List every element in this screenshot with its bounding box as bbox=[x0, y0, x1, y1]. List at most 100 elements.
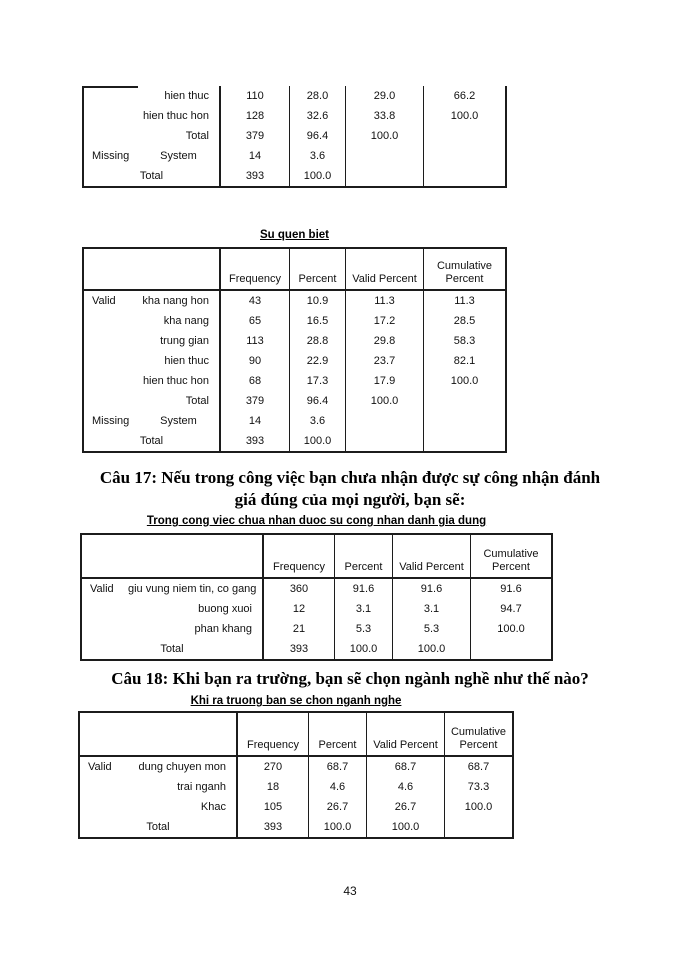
value-cell: 26.7 bbox=[308, 797, 366, 817]
row-group-label bbox=[80, 777, 126, 797]
value-cell: 65 bbox=[248, 315, 262, 327]
question-17-line2: giá đúng của mọi người, bạn sẽ: bbox=[234, 490, 466, 509]
column-header: Frequency bbox=[229, 273, 281, 285]
value-cell: 128 bbox=[245, 110, 265, 122]
table-row: trai nganh 18 4.6 4.6 73.3 bbox=[80, 777, 512, 797]
value-cell: 66.2 bbox=[423, 86, 505, 106]
value-cell: 5.3 bbox=[392, 619, 470, 639]
value-cell: 10.9 bbox=[289, 291, 345, 311]
value-cell bbox=[423, 126, 505, 146]
value-cell: 21 bbox=[292, 623, 306, 635]
frequency-table-su-quen-biet: Frequency Percent Valid Percent Cumulative … bbox=[82, 247, 507, 453]
row-group-label bbox=[84, 391, 138, 411]
value-cell: 68.7 bbox=[366, 757, 444, 777]
value-cell: 360 bbox=[289, 583, 309, 595]
value-cell: 22.9 bbox=[289, 351, 345, 371]
value-cell: 100.0 bbox=[334, 639, 392, 659]
value-cell: 17.2 bbox=[345, 311, 423, 331]
value-cell: 29.8 bbox=[345, 331, 423, 351]
frequency-table-continuation: hien thuc 110 28.0 29.0 66.2 hien thuc hon 128… bbox=[82, 86, 507, 188]
value-cell: 100.0 bbox=[308, 817, 366, 837]
value-cell: 91.6 bbox=[470, 579, 551, 599]
question-17-heading: Câu 17: Nếu trong công việc bạn chưa nhậ… bbox=[0, 467, 700, 511]
value-cell: 3.6 bbox=[289, 411, 345, 431]
table-row: Total 393 100.0 bbox=[84, 431, 505, 451]
value-cell: 17.3 bbox=[289, 371, 345, 391]
value-cell: 113 bbox=[246, 335, 264, 347]
value-cell: 4.6 bbox=[308, 777, 366, 797]
row-label: hien thuc bbox=[138, 86, 221, 106]
table-row: hien thuc hon 68 17.3 17.9 100.0 bbox=[84, 371, 505, 391]
value-cell: 32.6 bbox=[289, 106, 345, 126]
column-header: Cumulative Percent bbox=[423, 249, 505, 289]
table-row: hien thuc hon 128 32.6 33.8 100.0 bbox=[84, 106, 505, 126]
row-label: hien thuc hon bbox=[138, 371, 221, 391]
value-cell: 90 bbox=[248, 355, 262, 367]
table-row: Valid dung chuyen mon 270 68.7 68.7 68.7 bbox=[80, 757, 512, 777]
value-cell: 100.0 bbox=[470, 619, 551, 639]
value-cell: 393 bbox=[245, 435, 265, 447]
value-cell: 379 bbox=[245, 130, 265, 142]
value-cell: 28.8 bbox=[289, 331, 345, 351]
value-cell: 17.9 bbox=[345, 371, 423, 391]
table-row: trung gian 113 28.8 29.8 58.3 bbox=[84, 331, 505, 351]
value-cell: 100.0 bbox=[345, 126, 423, 146]
value-cell bbox=[423, 411, 505, 431]
value-cell bbox=[423, 146, 505, 166]
table-row: Valid kha nang hon 43 10.9 11.3 11.3 bbox=[84, 291, 505, 311]
value-cell: 96.4 bbox=[289, 126, 345, 146]
table-row: Total 379 96.4 100.0 bbox=[84, 126, 505, 146]
value-cell bbox=[345, 146, 423, 166]
value-cell: 11.3 bbox=[423, 291, 505, 311]
value-cell: 100.0 bbox=[423, 106, 505, 126]
value-cell: 12 bbox=[292, 603, 306, 615]
row-group-label bbox=[84, 311, 138, 331]
value-cell: 68 bbox=[248, 375, 262, 387]
row-group-label: Valid bbox=[92, 295, 116, 307]
value-cell: 100.0 bbox=[444, 797, 512, 817]
value-cell: 5.3 bbox=[334, 619, 392, 639]
value-cell: 28.5 bbox=[423, 311, 505, 331]
row-label: System bbox=[138, 146, 221, 166]
row-group-label: Valid bbox=[90, 583, 114, 595]
row-label: trung gian bbox=[138, 331, 221, 351]
column-header: Percent bbox=[334, 535, 392, 577]
row-label: Total bbox=[138, 126, 221, 146]
row-group-label bbox=[80, 797, 126, 817]
row-label-total: Total bbox=[82, 639, 264, 659]
column-header: Frequency bbox=[247, 739, 299, 751]
table-title-cau17: Trong cong viec chua nhan duoc su cong n… bbox=[146, 515, 487, 527]
row-label: kha nang bbox=[138, 311, 221, 331]
row-label: hien thuc bbox=[138, 351, 221, 371]
row-label-total: Total bbox=[84, 166, 221, 186]
value-cell: 73.3 bbox=[444, 777, 512, 797]
row-group-label bbox=[84, 106, 138, 126]
row-group-label bbox=[82, 599, 128, 619]
value-cell: 393 bbox=[245, 170, 265, 182]
row-group-label: Missing bbox=[92, 415, 130, 427]
value-cell bbox=[345, 431, 423, 451]
table-header-row: Frequency Percent Valid Percent Cumulative … bbox=[84, 249, 505, 291]
value-cell: 82.1 bbox=[423, 351, 505, 371]
value-cell: 26.7 bbox=[366, 797, 444, 817]
frequency-table-cau17: Frequency Percent Valid Percent Cumulative … bbox=[80, 533, 553, 661]
page-number: 43 bbox=[343, 884, 357, 898]
row-label: kha nang hon bbox=[138, 291, 221, 311]
question-18-line1: Câu 18: Khi bạn ra trường, bạn sẽ chọn n… bbox=[111, 669, 589, 688]
table-row: Total 379 96.4 100.0 bbox=[84, 391, 505, 411]
table-row: hien thuc 90 22.9 23.7 82.1 bbox=[84, 351, 505, 371]
value-cell bbox=[345, 166, 423, 186]
value-cell: 110 bbox=[246, 90, 264, 102]
table-row: Valid giu vung niem tin, co gang 360 91.6 91… bbox=[82, 579, 551, 599]
value-cell: 100.0 bbox=[289, 166, 345, 186]
frequency-table-cau18: Frequency Percent Valid Percent Cumulative … bbox=[78, 711, 514, 839]
row-label-total: Total bbox=[84, 431, 221, 451]
table-row: Total 393 100.0 bbox=[84, 166, 505, 186]
table-title-cau18: Khi ra truong ban se chon nganh nghe bbox=[190, 695, 402, 707]
table-title-su-quen-biet: Su quen biet bbox=[260, 229, 329, 241]
table-row: hien thuc 110 28.0 29.0 66.2 bbox=[84, 86, 505, 106]
table-cut-border bbox=[84, 86, 138, 88]
row-label: Total bbox=[138, 391, 221, 411]
value-cell: 100.0 bbox=[366, 817, 444, 837]
row-label: phan khang bbox=[128, 619, 264, 639]
